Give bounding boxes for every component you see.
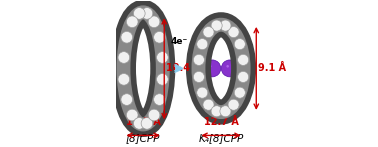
Text: 11.3 Å: 11.3 Å — [126, 117, 161, 127]
Circle shape — [197, 87, 208, 98]
Circle shape — [233, 58, 254, 79]
Circle shape — [228, 99, 239, 110]
Circle shape — [133, 8, 145, 19]
Circle shape — [121, 94, 133, 105]
Circle shape — [118, 74, 130, 85]
Circle shape — [194, 64, 197, 67]
Circle shape — [141, 118, 153, 129]
Circle shape — [239, 64, 243, 67]
Circle shape — [204, 60, 221, 77]
Circle shape — [234, 39, 245, 50]
Circle shape — [222, 60, 238, 77]
Text: K₄[8]CPP: K₄[8]CPP — [198, 133, 244, 143]
Circle shape — [194, 54, 204, 65]
Circle shape — [141, 8, 153, 19]
Circle shape — [234, 87, 245, 98]
Circle shape — [118, 52, 130, 63]
Circle shape — [133, 118, 145, 129]
Circle shape — [126, 16, 138, 28]
Text: 4e⁻: 4e⁻ — [170, 37, 187, 46]
Circle shape — [228, 27, 239, 38]
Text: 12.7 Å: 12.7 Å — [204, 117, 239, 127]
Circle shape — [211, 106, 222, 117]
Circle shape — [148, 109, 160, 121]
Circle shape — [203, 27, 214, 38]
Circle shape — [238, 71, 249, 82]
Circle shape — [153, 31, 165, 43]
Text: 9.1 Å: 9.1 Å — [258, 63, 286, 74]
Circle shape — [209, 65, 211, 68]
Text: [8]CPP: [8]CPP — [126, 133, 160, 143]
Circle shape — [194, 71, 204, 82]
Circle shape — [238, 54, 249, 65]
Circle shape — [188, 58, 209, 79]
Circle shape — [153, 94, 165, 105]
Circle shape — [211, 20, 222, 31]
Circle shape — [220, 20, 231, 31]
Circle shape — [197, 39, 208, 50]
Circle shape — [156, 52, 168, 63]
Circle shape — [148, 16, 160, 28]
Circle shape — [126, 109, 138, 121]
Text: 10.4 Å: 10.4 Å — [166, 63, 201, 74]
Circle shape — [220, 106, 231, 117]
Circle shape — [121, 31, 133, 43]
Circle shape — [226, 65, 229, 68]
Circle shape — [203, 99, 214, 110]
Circle shape — [156, 74, 168, 85]
